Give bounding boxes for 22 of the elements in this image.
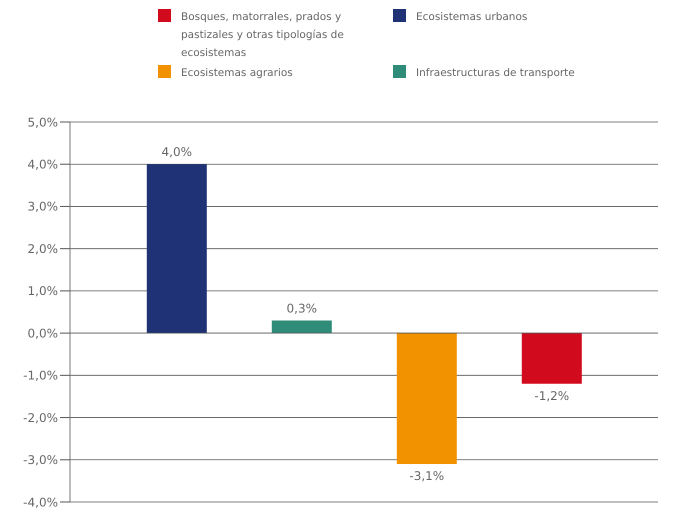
y-tick-label: -4,0% [23,495,58,510]
data-label: 0,3% [286,301,318,316]
data-label: -1,2% [534,388,570,403]
y-tick-label: 5,0% [28,115,58,130]
y-tick-label: -2,0% [23,410,58,425]
legend-label: Infraestructuras de transporte [416,66,575,81]
y-tick-label: 3,0% [28,200,58,214]
y-tick-label: -1,0% [23,368,58,383]
bar [396,333,457,464]
bar [146,164,207,334]
data-label: 4,0% [162,145,192,160]
y-tick-label: 1,0% [28,284,58,298]
legend-label: Bosques, matorrales, prados y pastizales y otras tipologías de ecosistemas [181,10,345,61]
legend-label: Ecosistemas agrarios [181,66,293,81]
y-tick-label: -3,0% [23,453,58,468]
y-tick-label: 2,0% [28,242,58,256]
legend-label: Ecosistemas urbanos [416,10,528,25]
y-tick-label: 0,0% [28,326,58,340]
bar [272,320,332,334]
data-label: -3,1% [409,469,444,483]
y-tick-label: 4,0% [28,157,58,172]
bar [522,333,582,384]
